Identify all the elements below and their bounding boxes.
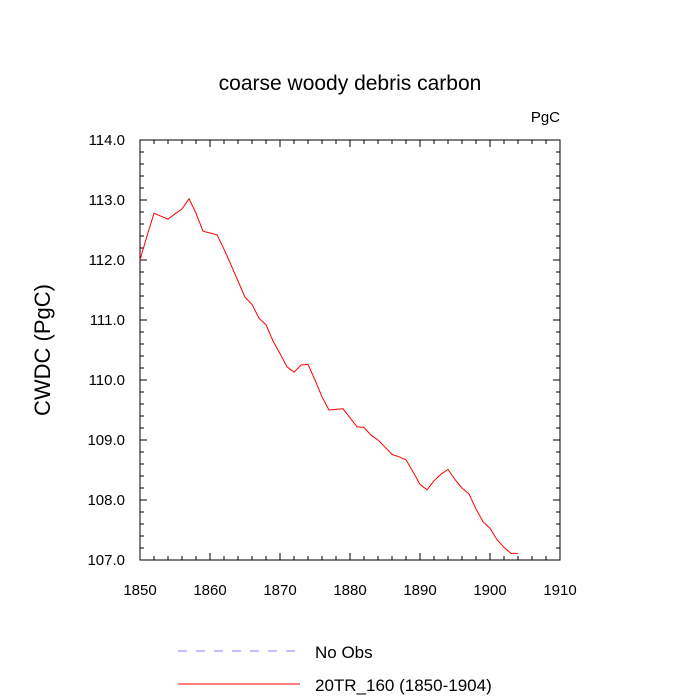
x-tick-label: 1860	[193, 582, 226, 599]
chart-title: coarse woody debris carbon	[219, 72, 482, 95]
x-tick-label: 1870	[263, 582, 296, 599]
y-tick-label: 107.0	[87, 552, 125, 569]
y-tick-label: 111.0	[90, 312, 125, 329]
y-tick-label: 114.0	[89, 132, 125, 149]
y-tick-label: 109.0	[87, 432, 125, 449]
plot-frame	[139, 139, 561, 561]
data-series	[139, 197, 518, 554]
x-tick-label: 1910	[543, 582, 576, 599]
y-tick-label: 112.0	[89, 252, 125, 269]
x-tick-label: 1850	[123, 582, 156, 599]
legend-label-20tr: 20TR_160 (1850-1904)	[315, 676, 492, 695]
series-line-0	[139, 197, 518, 554]
y-tick-label: 108.0	[87, 492, 125, 509]
x-tick-label: 1900	[473, 582, 506, 599]
units-label: PgC	[531, 109, 560, 126]
y-tick-label: 113.0	[89, 192, 125, 209]
axis-tick-labels: 1850 1860 1870 1880 1890 1900 1910 107.0 108.0 10…	[87, 132, 576, 599]
x-tick-label: 1880	[333, 582, 366, 599]
axis-ticks	[139, 139, 561, 561]
y-tick-label: 110.0	[89, 372, 125, 389]
y-axis-label: CWDC (PgC)	[30, 284, 55, 416]
legend-label-no-obs: No Obs	[315, 643, 373, 662]
legend: No Obs 20TR_160 (1850-1904)	[178, 643, 492, 695]
x-tick-label: 1890	[403, 582, 436, 599]
